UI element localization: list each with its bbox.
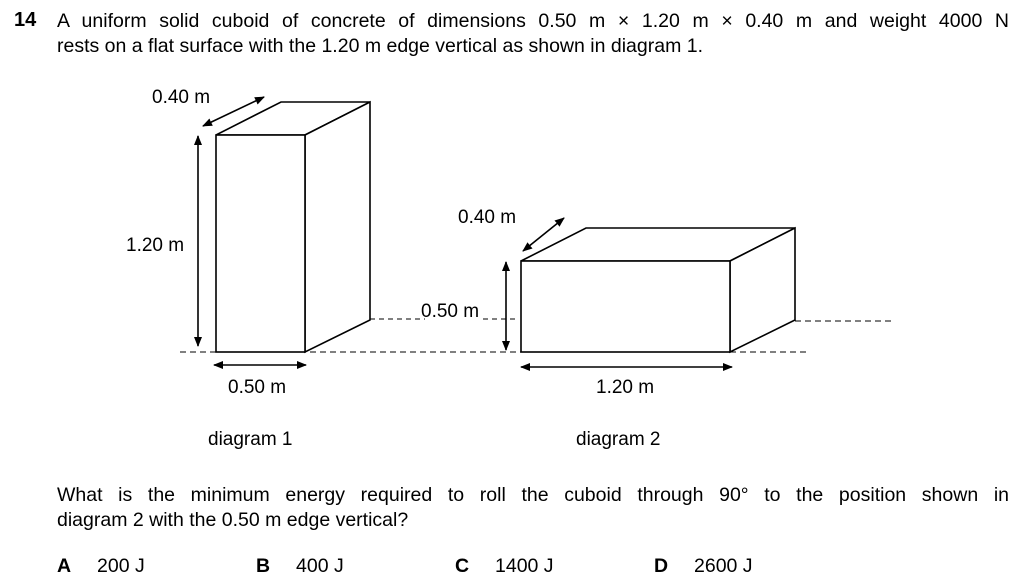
depth-label-2: 0.40 m [458, 207, 516, 228]
prompt-line-2: diagram 2 with the 0.50 m edge vertical? [57, 509, 409, 531]
caption-2: diagram 2 [576, 429, 661, 450]
option-letter: D [654, 555, 669, 577]
option-b[interactable]: B 400 J [256, 555, 344, 578]
diagram-2: 0.40 m 0.50 m 1.20 m diagram 2 [421, 207, 895, 450]
option-a[interactable]: A 200 J [57, 555, 145, 578]
prompt-line-1: What is the minimum energy required to r… [57, 484, 1009, 506]
height-label-1: 1.20 m [126, 235, 184, 256]
caption-1: diagram 1 [208, 429, 293, 450]
option-c[interactable]: C 1400 J [455, 555, 554, 578]
flat-cuboid [520, 226, 796, 354]
question-prompt: What is the minimum energy required to r… [57, 483, 1009, 533]
width-label-2: 1.20 m [596, 377, 654, 398]
height-label-2: 0.50 m [421, 301, 479, 322]
depth-label-1: 0.40 m [152, 87, 210, 108]
option-letter: A [57, 555, 72, 577]
option-text: 2600 J [694, 555, 753, 577]
stem-line-1: A uniform solid cuboid of concrete of di… [57, 10, 1009, 32]
depth-arrow-2 [522, 217, 565, 252]
question-number: 14 [14, 9, 37, 31]
depth-arrow-1 [202, 96, 265, 127]
option-letter: C [455, 555, 470, 577]
option-text: 200 J [97, 555, 145, 577]
stem-line-2: rests on a flat surface with the 1.20 m … [57, 35, 703, 57]
tall-cuboid [215, 100, 371, 354]
option-d[interactable]: D 2600 J [654, 555, 753, 578]
diagram-1: 0.40 m 1.20 m 0.50 m diagram 1 [126, 87, 810, 450]
question-stem: A uniform solid cuboid of concrete of di… [57, 9, 1009, 59]
option-text: 400 J [296, 555, 344, 577]
option-text: 1400 J [495, 555, 554, 577]
option-letter: B [256, 555, 271, 577]
width-label-1: 0.50 m [228, 377, 286, 398]
